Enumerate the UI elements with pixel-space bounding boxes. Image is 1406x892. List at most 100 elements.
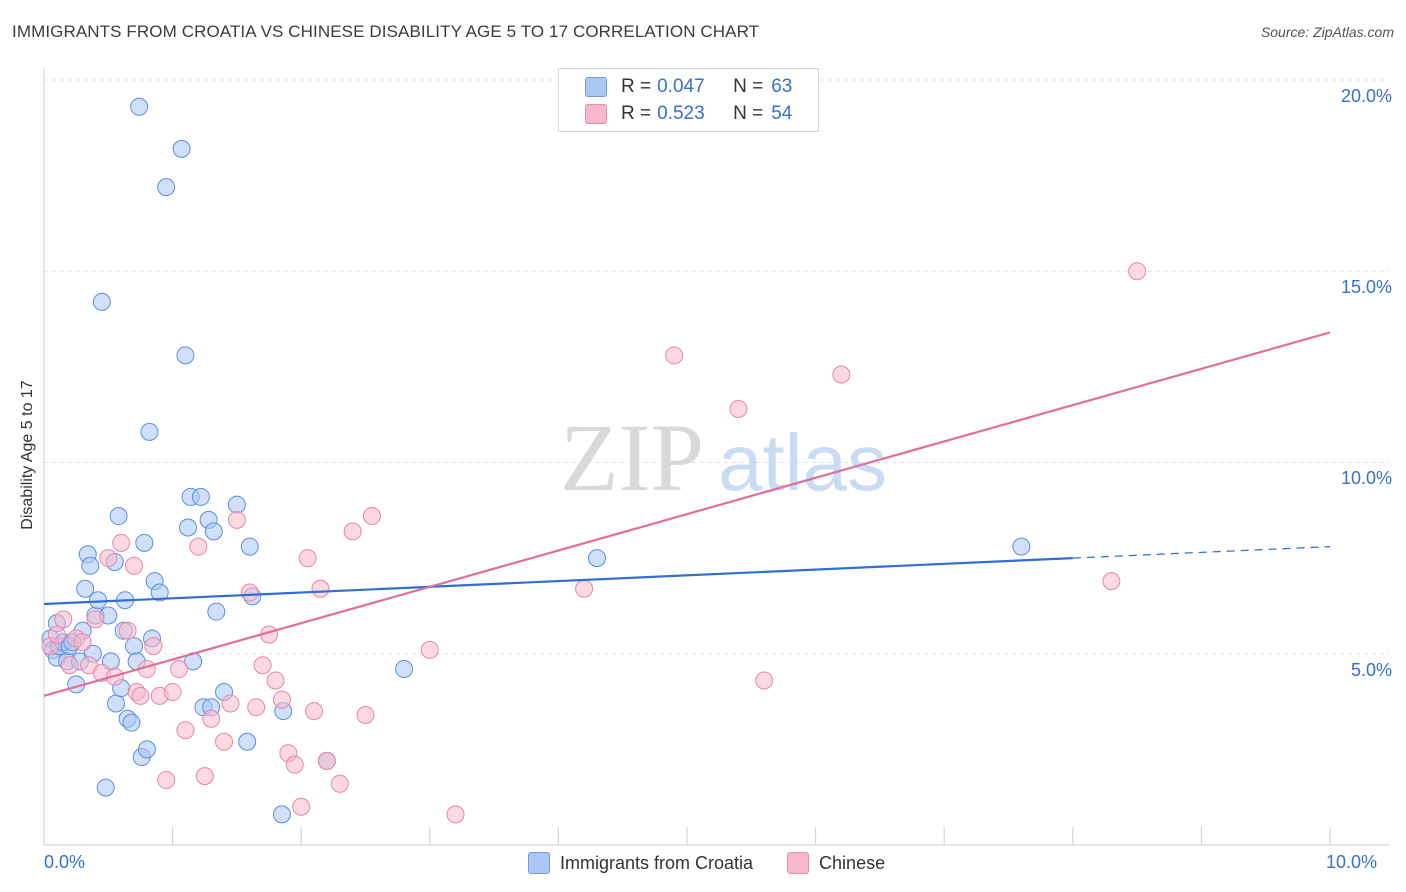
data-point xyxy=(96,778,115,797)
data-point xyxy=(247,698,266,717)
y-tick-5: 5.0% xyxy=(1350,660,1392,680)
y-tick-10: 10.0% xyxy=(1340,468,1392,488)
data-point xyxy=(163,683,182,701)
data-point xyxy=(395,660,414,679)
legend-label-chinese: Chinese xyxy=(819,852,886,873)
x-tick-max: 10.0% xyxy=(1326,852,1378,872)
legend-n-value: 54 xyxy=(771,103,793,124)
data-point xyxy=(587,549,606,568)
y-tick-15: 15.0% xyxy=(1340,277,1392,297)
data-point xyxy=(140,422,159,441)
data-point xyxy=(176,346,195,365)
data-point xyxy=(240,537,259,556)
watermark-atlas: atlas xyxy=(718,418,887,507)
y-tick-20: 20.0% xyxy=(1340,86,1392,106)
data-point xyxy=(125,556,144,575)
data-point xyxy=(150,583,169,602)
legend-item-croatia: Immigrants from Croatia xyxy=(528,852,753,874)
legend-row-croatia: R = 0.047 N = 63 xyxy=(585,75,792,99)
data-point xyxy=(305,702,324,721)
trend-lines xyxy=(43,331,1331,697)
data-point xyxy=(207,602,226,621)
data-point xyxy=(172,139,191,158)
data-point xyxy=(204,522,223,541)
data-point xyxy=(47,625,66,644)
data-point xyxy=(99,549,118,568)
data-point xyxy=(356,705,375,724)
data-point xyxy=(343,522,362,541)
data-point xyxy=(575,579,594,598)
data-point xyxy=(179,518,198,537)
legend-n-value: 63 xyxy=(771,76,793,97)
data-point xyxy=(131,686,150,705)
axes xyxy=(43,68,1390,846)
data-point xyxy=(266,671,285,690)
data-point xyxy=(144,637,163,656)
data-point xyxy=(227,510,246,529)
data-point xyxy=(170,660,189,679)
data-point xyxy=(135,533,154,552)
y-axis-label: Disability Age 5 to 17 xyxy=(19,380,36,530)
data-point xyxy=(86,610,105,629)
x-tick-min: 0.0% xyxy=(44,852,86,872)
data-point xyxy=(330,774,349,793)
legend-r-label: R = xyxy=(621,103,652,124)
legend-r-value: 0.047 xyxy=(657,76,705,97)
data-point xyxy=(227,495,246,514)
series-legend: Immigrants from Croatia Chinese xyxy=(528,852,919,874)
legend-label-croatia: Immigrants from Croatia xyxy=(560,852,754,873)
legend-swatch-croatia xyxy=(585,77,607,97)
data-point xyxy=(1128,262,1147,281)
data-point xyxy=(272,690,291,709)
data-point xyxy=(76,579,95,598)
data-point xyxy=(221,694,240,713)
trend-line xyxy=(43,557,1073,606)
data-point xyxy=(311,579,330,598)
data-point xyxy=(1102,572,1121,591)
data-point xyxy=(362,507,381,526)
data-point xyxy=(1012,537,1031,556)
data-point xyxy=(272,805,291,824)
data-point xyxy=(107,694,126,713)
data-point xyxy=(122,713,141,732)
data-point xyxy=(755,671,774,690)
watermark: ZIP atlas xyxy=(560,404,887,511)
data-point xyxy=(54,610,73,629)
legend-item-chinese: Chinese xyxy=(787,852,885,874)
legend-n-label: N = xyxy=(733,103,764,124)
data-point xyxy=(157,178,176,197)
data-point xyxy=(189,537,208,556)
data-point xyxy=(446,805,465,824)
data-point xyxy=(238,732,257,751)
data-point xyxy=(60,656,79,675)
legend-n-label: N = xyxy=(733,76,764,97)
legend-swatch-croatia xyxy=(528,852,550,874)
trend-line xyxy=(43,331,1331,697)
data-point xyxy=(73,633,92,652)
source-label: Source: ZipAtlas.com xyxy=(1260,24,1394,40)
data-point xyxy=(202,709,221,728)
data-point xyxy=(191,487,210,506)
trend-line-extension xyxy=(1072,546,1331,559)
data-point xyxy=(832,365,851,384)
data-point xyxy=(92,292,111,311)
data-point xyxy=(112,533,131,552)
data-point xyxy=(81,556,100,575)
data-point xyxy=(240,583,259,602)
chart-title: IMMIGRANTS FROM CROATIA VS CHINESE DISAB… xyxy=(12,22,760,41)
data-point xyxy=(176,721,195,740)
data-point xyxy=(125,637,144,656)
data-point xyxy=(109,507,128,526)
data-point xyxy=(215,732,234,751)
data-point xyxy=(317,751,336,770)
data-point xyxy=(292,797,311,816)
data-point xyxy=(157,770,176,789)
data-point xyxy=(285,755,304,774)
series-chinese-points xyxy=(41,262,1147,824)
legend-r-label: R = xyxy=(621,76,652,97)
legend-r-value: 0.523 xyxy=(657,103,705,124)
data-point xyxy=(137,740,156,759)
data-point xyxy=(729,399,748,418)
legend-swatch-chinese xyxy=(585,104,607,124)
